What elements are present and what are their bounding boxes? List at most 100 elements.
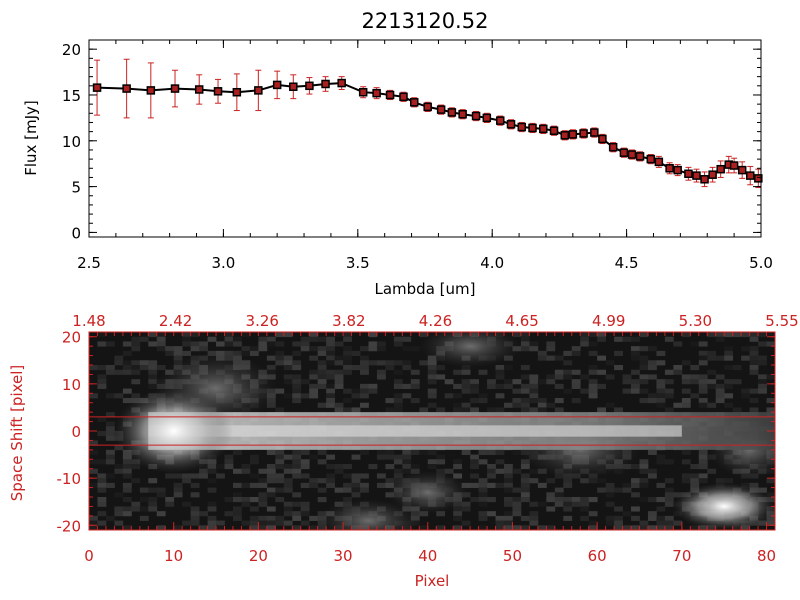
x-tick-label: 4.5 — [615, 254, 639, 272]
x-tick-label: 40 — [418, 547, 437, 565]
data-marker — [232, 87, 242, 97]
data-marker — [560, 131, 570, 140]
data-marker — [549, 126, 559, 135]
data-point — [517, 121, 527, 133]
data-point — [321, 76, 330, 92]
x-tick-label: 5.0 — [749, 254, 773, 272]
data-point — [305, 77, 314, 95]
data-point — [619, 147, 629, 158]
data-marker — [213, 87, 223, 96]
data-marker — [665, 164, 674, 173]
x-tick-label: 70 — [672, 547, 691, 565]
spectrum-panel: 2213120.52 2.5 3.0 3.5 4.0 4.5 5.0 0 5 10 15 20 L… — [22, 9, 773, 298]
spectrum-x-axis-label: Lambda [um] — [375, 280, 476, 298]
x-tick-label: 2.5 — [77, 254, 101, 272]
data-marker — [729, 161, 739, 170]
data-marker — [272, 80, 282, 90]
data-point — [122, 58, 131, 119]
x-tick-label: 3.0 — [211, 254, 235, 272]
y-tick-label: -10 — [57, 470, 82, 488]
data-marker — [92, 83, 102, 92]
x-tick-label: 10 — [164, 547, 183, 565]
data-point — [716, 160, 725, 178]
data-marker — [305, 81, 314, 91]
data-marker — [122, 84, 131, 93]
data-point — [358, 86, 368, 99]
x-tick-label: 50 — [503, 547, 522, 565]
data-marker — [590, 128, 599, 137]
y-tick-label: 10 — [62, 376, 81, 394]
data-marker — [646, 154, 656, 164]
data-marker — [598, 134, 607, 144]
y-tick-label: 5 — [71, 179, 81, 197]
data-point — [549, 125, 559, 136]
data-marker — [539, 124, 548, 134]
image-panel: 0 10 20 30 40 50 60 70 80 -20 -10 0 10 20 1.48 2.42 3.… — [8, 312, 799, 590]
data-point — [700, 171, 709, 188]
data-marker — [528, 123, 537, 133]
data-marker — [254, 86, 263, 95]
y-tick-label: 0 — [71, 423, 81, 441]
spectrum-plot-area — [92, 58, 763, 189]
top-wavelength-label: 2.42 — [159, 312, 192, 330]
data-marker — [684, 169, 693, 179]
data-point — [692, 168, 701, 183]
data-point — [399, 91, 408, 102]
data-marker — [745, 171, 755, 180]
data-point — [436, 104, 446, 115]
top-wavelength-label: 4.26 — [419, 312, 452, 330]
spectrum-y-ticks: 0 5 10 15 20 — [62, 41, 761, 242]
data-marker — [194, 85, 204, 94]
spectrum-x-ticks: 2.5 3.0 3.5 4.0 4.5 5.0 — [77, 40, 773, 272]
data-marker — [737, 165, 747, 175]
data-point — [590, 127, 599, 138]
data-point — [337, 76, 346, 90]
y-tick-label: -20 — [57, 517, 82, 535]
x-tick-label: 3.5 — [346, 254, 370, 272]
data-marker — [692, 171, 701, 180]
data-marker — [358, 87, 368, 97]
top-wavelength-label: 4.65 — [505, 312, 538, 330]
data-marker — [754, 174, 763, 183]
x-tick-label: 4.0 — [480, 254, 504, 272]
noise-blob — [387, 471, 469, 514]
data-marker — [627, 150, 637, 159]
data-point — [213, 78, 223, 104]
x-tick-label: 30 — [334, 547, 353, 565]
data-point — [627, 149, 637, 160]
data-point — [170, 69, 180, 108]
data-marker — [289, 82, 298, 91]
data-point — [729, 157, 739, 174]
data-point — [289, 74, 298, 100]
data-point — [194, 74, 204, 105]
data-point — [598, 133, 607, 145]
top-wavelength-label: 3.82 — [332, 312, 365, 330]
top-wavelength-label: 3.26 — [246, 312, 279, 330]
data-point — [423, 101, 432, 112]
data-point — [471, 110, 481, 122]
data-marker — [496, 116, 505, 125]
data-point — [654, 155, 664, 168]
x-tick-label: 80 — [757, 547, 776, 565]
top-wavelength-label: 5.55 — [765, 312, 798, 330]
y-tick-label: 20 — [62, 329, 81, 347]
data-marker — [635, 152, 645, 161]
data-marker — [708, 170, 717, 179]
data-marker — [436, 105, 446, 114]
data-point — [528, 122, 537, 134]
data-point — [737, 161, 747, 179]
spectrum-y-axis-label: Flux [mJy] — [22, 100, 40, 176]
data-point — [409, 97, 419, 108]
data-marker — [385, 90, 395, 100]
data-marker — [619, 148, 629, 157]
data-point — [635, 151, 645, 162]
image-y-ticks: -20 -10 0 10 20 — [57, 329, 775, 535]
data-point — [539, 123, 548, 134]
data-point — [684, 166, 693, 181]
data-point — [708, 166, 717, 183]
data-marker — [654, 157, 664, 167]
image-x-axis-label: Pixel — [415, 572, 450, 590]
data-point — [560, 130, 570, 141]
data-marker — [608, 142, 618, 152]
data-marker — [146, 86, 156, 95]
